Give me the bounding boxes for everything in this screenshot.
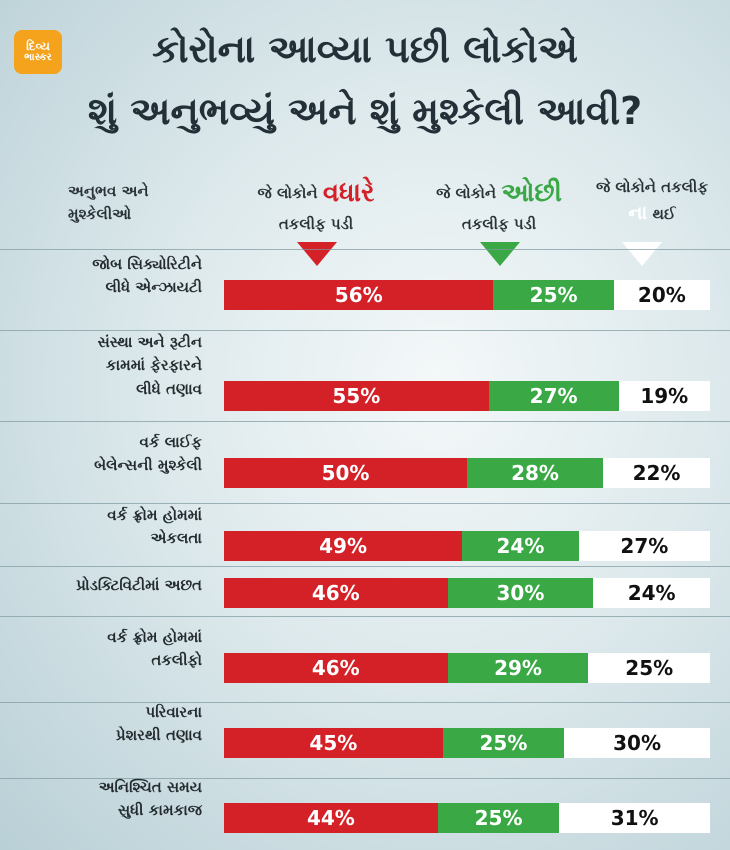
row-label-line: વર્ક ફ્રોમ હોમમાં [107,628,202,646]
label-header-line1: અનુભવ અને [68,182,149,200]
chart-title-line1: કોરોના આવ્યા પછી લોકોએ [152,27,578,71]
bar-none: 19% [618,381,710,411]
row-divider [0,566,730,567]
row-label-line: સંસ્થા અને રૂટીન [97,333,202,351]
row-label: જોબ સિક્યોરિટીને લીધે એન્ઝાયટી [16,253,202,300]
bar-none: 20% [613,280,710,310]
bar-more: 55% [224,381,489,411]
none-column-header: જે લોકોને તકલીફ ના થઈ [582,176,722,227]
bar-none: 25% [588,653,710,683]
none-suffix: થઈ [652,204,676,223]
row-label-line: અનિશ્ચિત સમય [98,778,202,796]
row-label-line: પ્રેશરથી તણાવ [115,726,202,745]
bar-less: 28% [467,458,604,488]
row-label-line: લીધે તણાવ [136,379,202,398]
stacked-bar: 46% 29% 25% [224,653,710,683]
stacked-bar: 46% 30% 24% [224,578,710,608]
row-label-line: બેલેન્સની મુશ્કેલી [94,456,202,475]
bar-none: 31% [559,803,710,833]
bar-none: 27% [578,531,710,561]
row-label-line: તકલીફો [151,651,202,670]
row-divider [0,778,730,779]
more-suffix: તકલીફ પડી [278,215,354,233]
bar-less: 24% [462,531,579,561]
brand-line2: ભાસ્કર [24,52,52,64]
row-label: સંસ્થા અને રૂટીન કામમાં ફેરફારને લીધે તણાવ [16,331,202,401]
bar-more: 46% [224,653,448,683]
row-label: અનિશ્ચિત સમય સુધી કામકાજ [16,776,202,823]
label-column-header: અનુભવ અને મુશ્કેલીઓ [68,180,198,225]
stacked-bar: 45% 25% 30% [224,728,710,758]
none-prefix: જે લોકોને તકલીફ [595,178,709,196]
bar-less: 29% [447,653,589,683]
bar-none: 24% [593,578,710,608]
bar-less: 25% [493,280,614,310]
bar-less: 25% [442,728,565,758]
row-label: વર્ક ફ્રોમ હોમમાં તકલીફો [16,626,202,673]
row-divider [0,330,730,331]
bar-none: 30% [564,728,710,758]
row-label-line: જોબ સિક્યોરિટીને [92,255,202,273]
row-divider [0,249,730,250]
bar-more: 44% [224,803,438,833]
stacked-bar: 56% 25% 20% [224,280,710,310]
less-suffix: તકલીફ પડી [461,215,537,233]
stacked-bar: 55% 27% 19% [224,381,710,411]
row-label: પરિવારના પ્રેશરથી તણાવ [16,701,202,748]
more-word: વધારે [322,178,375,208]
bar-less: 25% [437,803,560,833]
bar-more: 50% [224,458,467,488]
row-label-line: કામમાં ફેરફારને [105,356,202,375]
bar-less: 27% [488,381,619,411]
less-prefix: જે લોકોને [436,184,497,202]
less-column-header: જે લોકોને ઓછી તકલીફ પડી [414,174,584,236]
bar-more: 46% [224,578,448,608]
label-header-line2: મુશ્કેલીઓ [68,204,132,223]
row-label-line: વર્ક ફ્રોમ હોમમાં [107,506,202,524]
row-label-line: સુધી કામકાજ [118,801,202,820]
none-word: ના [628,201,648,224]
stacked-bar: 44% 25% 31% [224,803,710,833]
bar-less: 30% [447,578,594,608]
row-divider [0,702,730,703]
row-label: પ્રોડક્ટિવિટીમાં અછત [16,574,202,597]
row-divider [0,616,730,617]
row-label-line: વર્ક લાઈફ [139,433,202,451]
bar-more: 45% [224,728,443,758]
more-prefix: જે લોકોને [257,184,318,202]
row-divider [0,421,730,422]
less-word: ઓછી [501,178,562,208]
row-label-line: એકલતા [150,529,202,548]
stacked-bar: 50% 28% 22% [224,458,710,488]
bar-none: 22% [603,458,710,488]
none-arrow-icon [622,242,662,266]
brand-logo: દિવ્ય ભાસ્કર [14,30,62,74]
row-label-line: લીધે એન્ઝાયટી [105,278,202,297]
more-arrow-icon [297,242,337,266]
stacked-bar: 49% 24% 27% [224,531,710,561]
chart-title-line2: શું અનુભવ્યું અને શું મુશ્કેલી આવી? [87,89,643,133]
row-label: વર્ક ફ્રોમ હોમમાં એકલતા [16,504,202,551]
row-label-line: પ્રોડક્ટિવિટીમાં અછત [76,576,202,594]
less-arrow-icon [480,242,520,266]
row-label: વર્ક લાઈફ બેલેન્સની મુશ્કેલી [16,431,202,478]
brand-line1: દિવ્ય [26,39,50,54]
bar-more: 56% [224,280,494,310]
more-column-header: જે લોકોને વધારે તકલીફ પડી [232,174,400,236]
row-label-line: પરિવારના [145,703,202,721]
row-divider [0,503,730,504]
bar-more: 49% [224,531,463,561]
